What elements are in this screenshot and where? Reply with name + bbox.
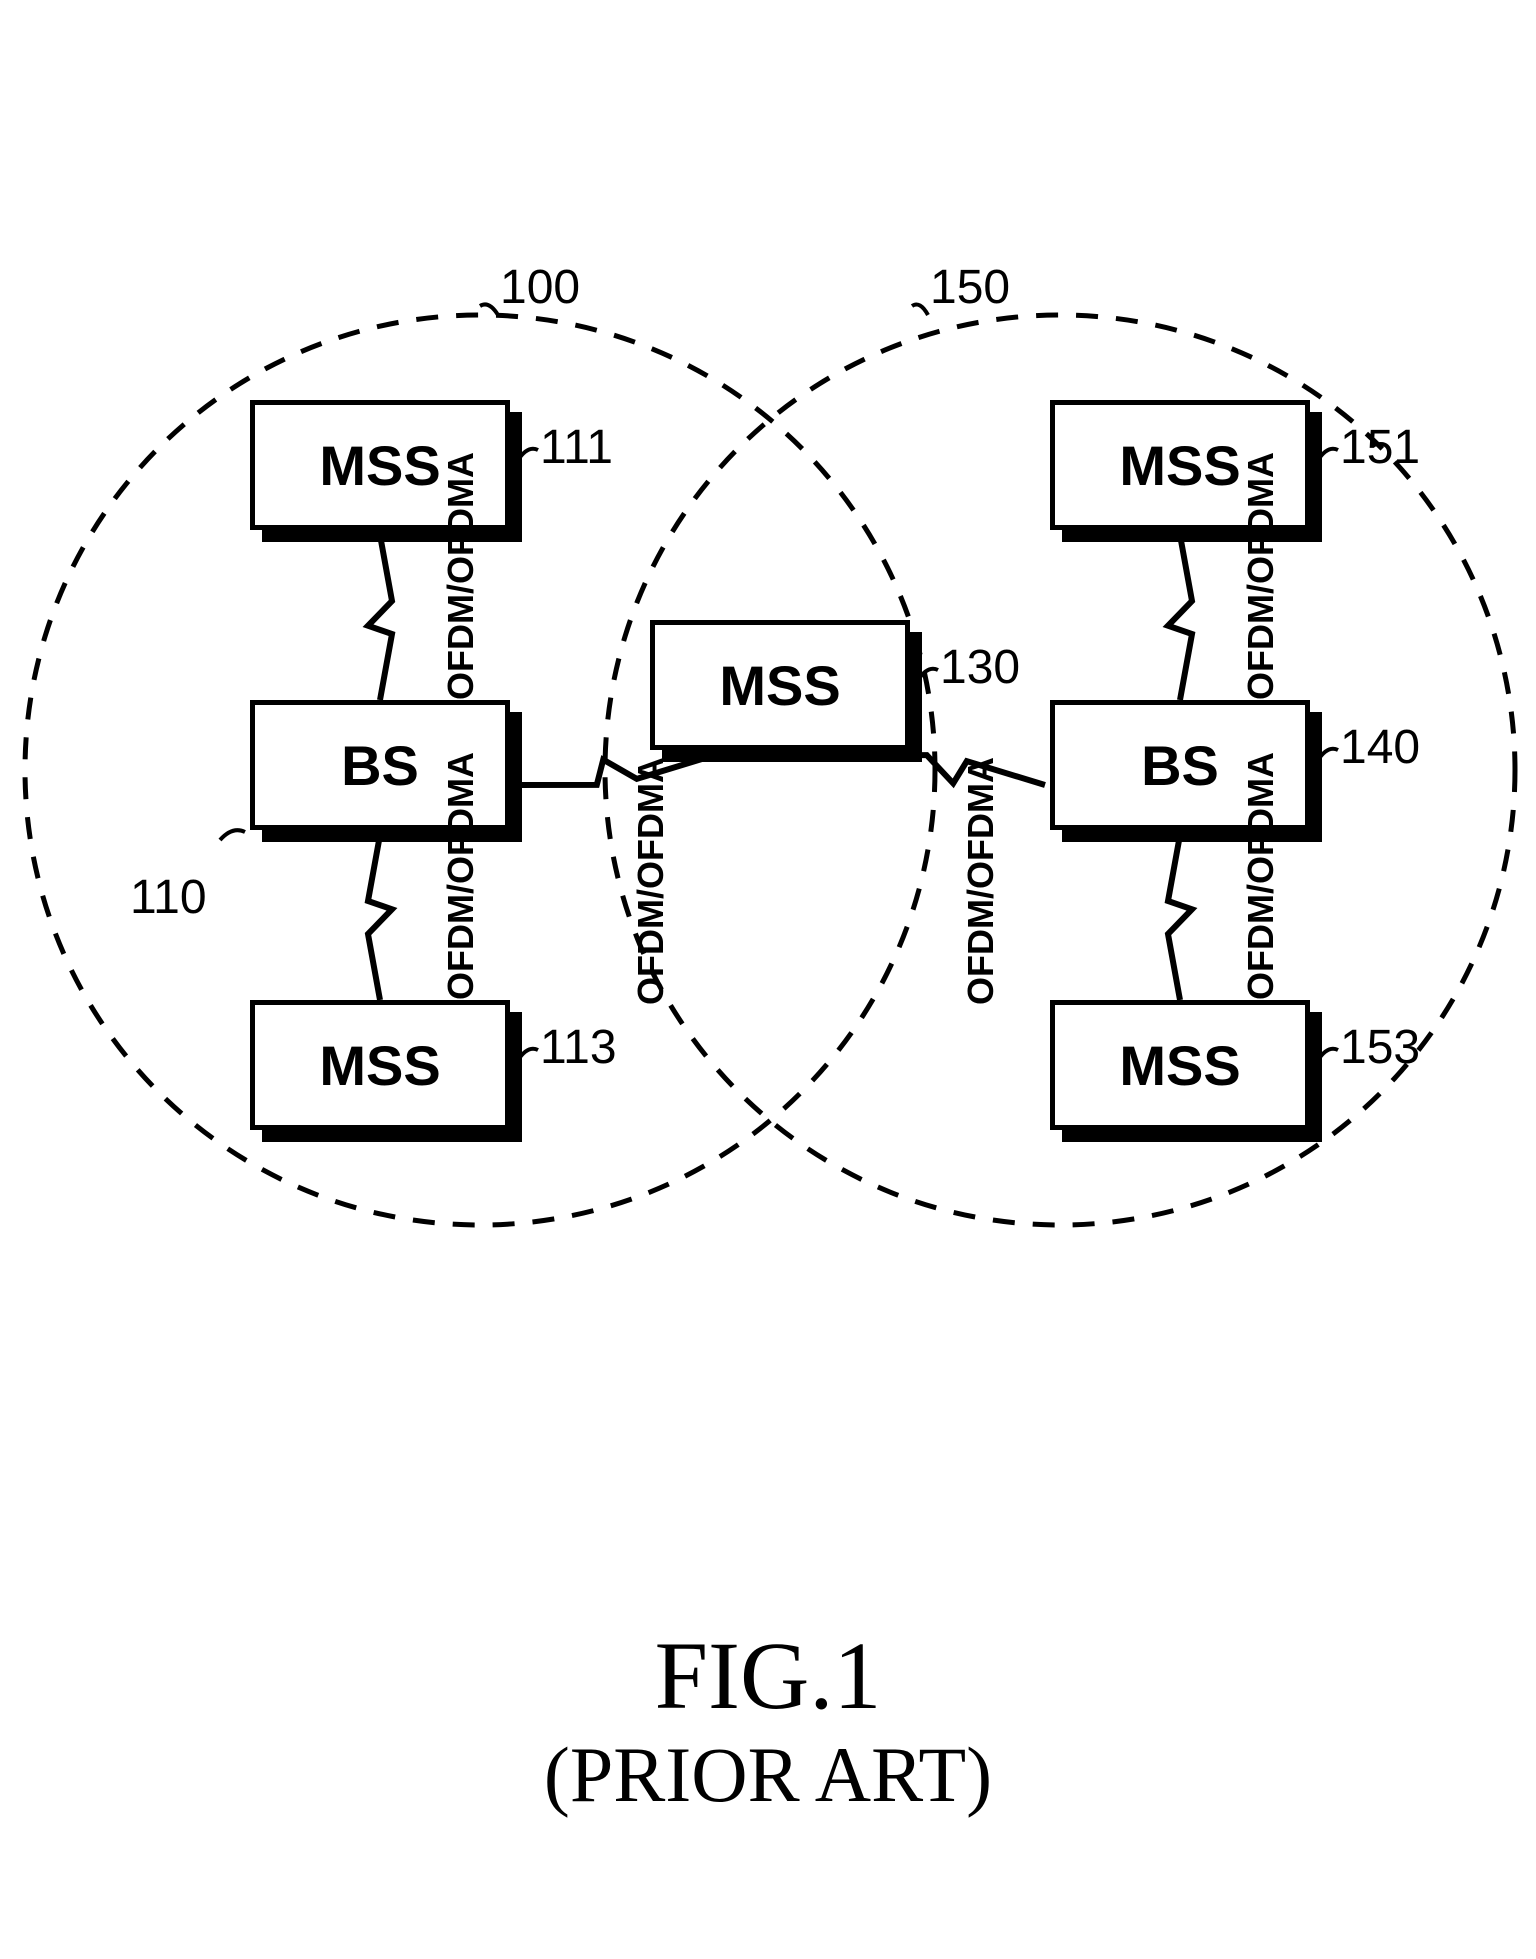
node-113: MSS — [250, 1000, 510, 1130]
ref-151: 151 — [1340, 420, 1420, 475]
ref-140: 140 — [1340, 720, 1420, 775]
figure-caption-line1: FIG.1 — [0, 1620, 1536, 1731]
link-label: OFDM/OFDMA — [1240, 452, 1282, 700]
ref-113: 113 — [540, 1020, 617, 1075]
link-label: OFDM/OFDMA — [630, 757, 672, 1005]
link-label: OFDM/OFDMA — [960, 757, 1002, 1005]
link-label: OFDM/OFDMA — [1240, 752, 1282, 1000]
link-label: OFDM/OFDMA — [440, 452, 482, 700]
ref-100: 100 — [500, 260, 580, 315]
link-label: OFDM/OFDMA — [440, 752, 482, 1000]
ref-130: 130 — [940, 640, 1020, 695]
figure-caption-line2: (PRIOR ART) — [0, 1730, 1536, 1820]
figure-page: BSMSSMSSMSSBSMSSMSSOFDM/OFDMAOFDM/OFDMAO… — [0, 0, 1536, 1959]
ref-110: 110 — [130, 870, 207, 925]
ref-150: 150 — [930, 260, 1010, 315]
ref-111: 111 — [540, 420, 613, 475]
ref-153: 153 — [1340, 1020, 1420, 1075]
node-153: MSS — [1050, 1000, 1310, 1130]
node-130: MSS — [650, 620, 910, 750]
